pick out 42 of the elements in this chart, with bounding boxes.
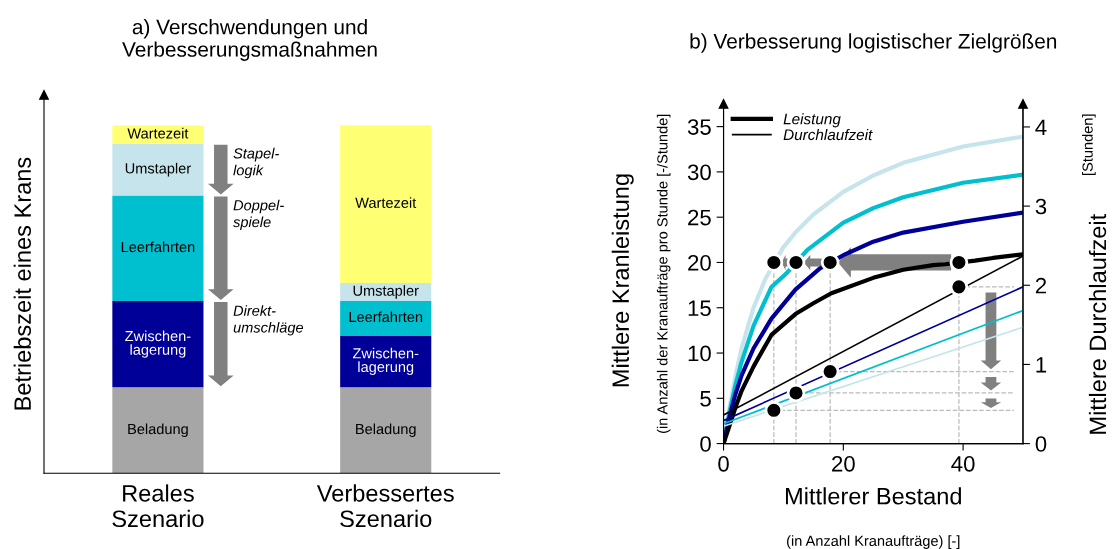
y2-axis-title: Mittlere Durchlaufzeit — [1088, 214, 1107, 434]
annotation: Direkt- umschläge — [233, 305, 304, 336]
text: Leerfahrten — [349, 311, 423, 323]
legend-label: Leistung — [783, 113, 841, 128]
annotation: Doppel- spiele — [233, 199, 284, 231]
x-tick-label: 40 — [951, 455, 975, 472]
x-tick-label: Reales Szenario — [112, 484, 204, 528]
x-tick-label: 0 — [718, 455, 729, 472]
y-tick-label: 25 — [688, 209, 711, 226]
y-tick-label: 0 — [700, 436, 711, 452]
y2-tick-label: 1 — [1036, 357, 1047, 373]
text: (in Anzahl Kranaufträge) [-] — [787, 535, 960, 549]
chart-title: a) Verschwendungen und Verbesserungsmaßnahmen — [122, 19, 377, 61]
legend-label: Durchlaufzeit — [783, 128, 873, 141]
y-tick-label: 30 — [687, 164, 711, 181]
y-axis-title: Betriebszeit eines Krans — [13, 157, 31, 410]
x-tick-label: Verbessertes Szenario — [316, 484, 454, 528]
text: Umstapler — [125, 162, 191, 177]
text: [Stunden] — [1082, 114, 1096, 175]
text: Zwischen- lagerung — [125, 330, 191, 358]
annotation: Stapel- logik — [233, 147, 279, 179]
y-tick-label: 35 — [687, 119, 711, 135]
y-axis-title: Mittlere Kranleistung — [611, 174, 634, 387]
series-label: Wartezeit — [127, 127, 189, 139]
series-label: Zwischen- lagerung — [352, 347, 419, 375]
series-label: Beladung — [128, 423, 188, 438]
y-tick-label: 5 — [700, 391, 711, 407]
x-tick-label: 20 — [832, 455, 855, 472]
text: (in Anzahl der Kranaufträge pro Stunde [-/Stunde] — [656, 114, 671, 433]
y-tick-label: 15 — [688, 300, 711, 317]
y-tick-label: 20 — [688, 255, 711, 271]
y2-tick-label: 3 — [1035, 198, 1047, 215]
y2-tick-label: 2 — [1035, 277, 1047, 294]
text: Wartezeit — [355, 197, 417, 208]
text: Beladung — [356, 423, 416, 438]
y-tick-label: 10 — [688, 345, 711, 362]
y2-tick-label: 4 — [1035, 119, 1047, 135]
chart-title: b) Verbesserung logistischer Zielgrößen — [690, 33, 1057, 53]
series-label: Leerfahrten — [121, 241, 195, 253]
series-label: Umstapler — [353, 285, 419, 299]
y2-tick-label: 0 — [1035, 436, 1047, 452]
x-axis-title: Mittlerer Bestand — [785, 487, 961, 505]
